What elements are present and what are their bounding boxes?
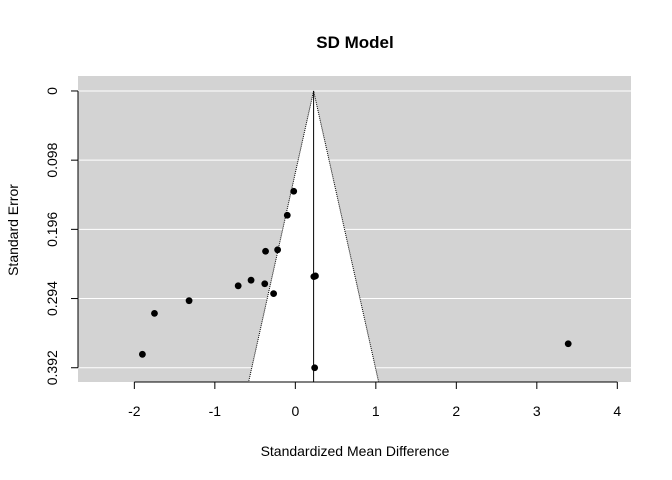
y-axis: 0 0.098 0.196 0.294 0.392 — [44, 87, 79, 385]
data-point-7 — [247, 276, 255, 284]
y-axis-label: Standard Error — [5, 184, 21, 276]
data-point-10 — [185, 297, 193, 305]
x-tick-label-2: 0 — [291, 403, 299, 419]
data-points — [138, 187, 572, 372]
data-point-6 — [234, 282, 242, 290]
data-point-0 — [290, 187, 298, 195]
x-tick-label-1: -1 — [209, 403, 222, 419]
data-point-11 — [151, 309, 158, 317]
x-tick-label-5: 3 — [533, 403, 541, 419]
y-tick-label-3: 0.294 — [44, 281, 60, 316]
data-point-1 — [283, 211, 291, 219]
x-tick-label-3: 1 — [372, 403, 380, 419]
x-tick-label-4: 2 — [452, 403, 460, 419]
data-point-13 — [564, 340, 572, 348]
chart-title: SD Model — [316, 33, 393, 52]
data-point-8 — [261, 280, 269, 288]
x-axis: -2 -1 0 1 2 3 4 — [128, 381, 621, 419]
data-point-3 — [274, 246, 282, 254]
y-tick-label-1: 0.098 — [44, 142, 60, 177]
y-tick-label-0: 0 — [44, 87, 60, 95]
data-point-14 — [311, 364, 319, 372]
x-axis-label: Standardized Mean Difference — [261, 443, 450, 459]
x-tick-label-6: 4 — [613, 403, 621, 419]
data-point-12 — [138, 350, 146, 358]
data-point-2 — [262, 247, 269, 255]
y-tick-label-4: 0.392 — [44, 350, 60, 385]
y-tick-label-2: 0.196 — [44, 212, 60, 247]
data-point-9 — [270, 290, 278, 298]
x-tick-label-0: -2 — [128, 403, 141, 419]
data-point-5 — [312, 272, 319, 280]
